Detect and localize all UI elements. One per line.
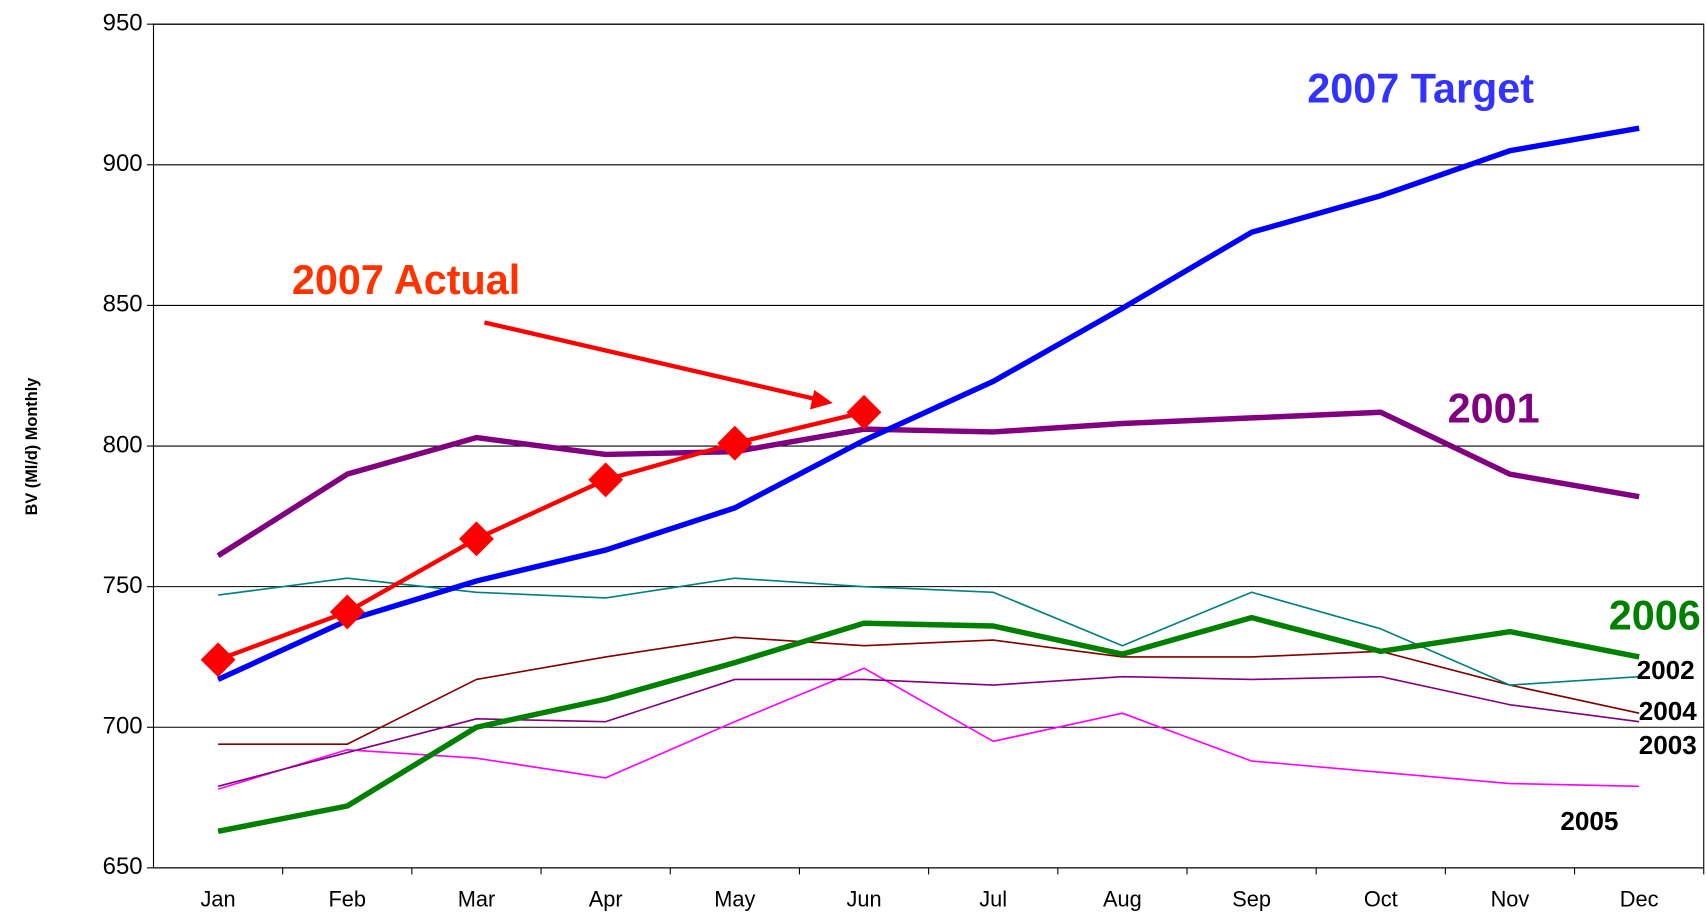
y-tick-label: 950 (103, 10, 143, 37)
x-tick-label: May (714, 886, 755, 911)
marker (329, 594, 365, 630)
series-line (216, 125, 1640, 682)
y-axis-label: BV (Ml/d) Monthly (23, 378, 41, 516)
arrow (483, 320, 820, 402)
series-label: 2006 (1609, 592, 1701, 638)
y-tick-label: 650 (103, 853, 143, 880)
series-line (216, 409, 1640, 559)
y-tick-label: 700 (103, 713, 143, 740)
series-label: 2007 Target (1307, 66, 1534, 112)
marker (846, 394, 882, 430)
marker (717, 425, 753, 461)
x-tick-label: Jul (979, 886, 1007, 911)
series-line (218, 636, 1640, 745)
marker (200, 642, 236, 678)
x-tick-label: Nov (1491, 886, 1530, 911)
x-tick-label: Oct (1364, 886, 1398, 911)
x-tick-label: Mar (458, 886, 495, 911)
y-tick-label: 800 (103, 431, 143, 458)
x-tick-label: Jan (201, 886, 236, 911)
series-label: 2003 (1639, 730, 1697, 760)
x-tick-label: Apr (589, 886, 623, 911)
y-tick-label: 750 (103, 572, 143, 599)
y-tick-label: 850 (103, 291, 143, 318)
series-line (217, 675, 1640, 788)
series-label: 2007 Actual (292, 257, 520, 303)
series-label: 2004 (1639, 696, 1698, 726)
x-tick-label: Aug (1103, 886, 1142, 911)
series-line (217, 667, 1640, 790)
series-label: 2001 (1448, 386, 1540, 432)
x-tick-label: Feb (329, 886, 367, 911)
x-tick-label: Sep (1232, 886, 1271, 911)
y-tick-label: 900 (103, 150, 143, 177)
series-line (217, 614, 1640, 834)
arrow-head (809, 389, 833, 410)
series-line (217, 410, 865, 662)
x-tick-label: Jun (846, 886, 881, 911)
series-label: 2005 (1560, 806, 1618, 836)
series-label: 2002 (1637, 655, 1695, 685)
x-tick-label: Dec (1620, 886, 1659, 911)
